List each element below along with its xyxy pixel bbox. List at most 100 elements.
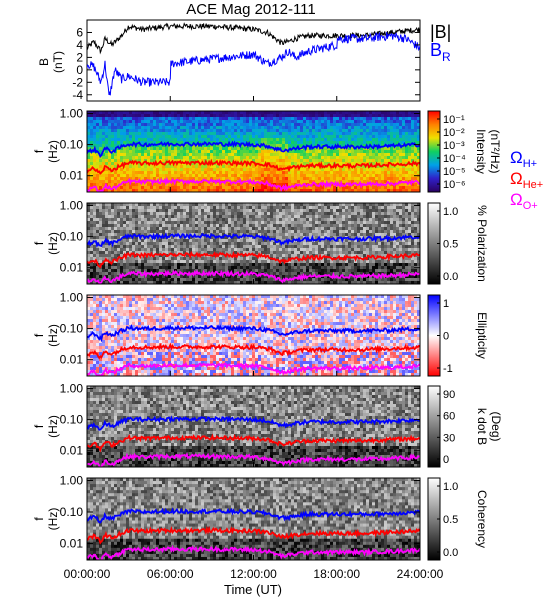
spectrogram-cell [162,209,166,213]
b-series-line-1 [87,31,420,96]
spectrogram-cell [156,218,160,222]
spectrogram-cell [144,138,148,142]
spectrogram-cell [300,132,304,136]
spectrogram-cell [168,260,172,264]
spectrogram-cell [123,117,127,121]
spectrogram-cell [111,141,115,145]
spectrogram-cell [240,171,244,175]
spectrogram-cell [267,189,271,192]
spectrogram-cell [399,132,403,136]
spectrogram-cell [219,224,223,228]
spectrogram-cell [399,186,403,190]
spectrogram-cell [180,209,184,213]
spectrogram-cell [204,218,208,222]
spectrogram-cell [105,117,109,121]
spectrogram-cell [204,224,208,228]
spectrogram-cell [237,147,241,151]
spectrogram-cell [144,183,148,187]
spectrogram-cell [120,180,124,184]
spectrogram-cell [237,123,241,127]
spectrogram-cell [240,120,244,124]
spectrogram-cell [198,141,202,145]
spectrogram-cell [111,236,115,240]
spectrogram-cell [99,209,103,213]
spectrogram-cell [171,227,175,231]
spectrogram-cell [360,123,364,127]
spectrogram-cell [144,177,148,181]
spectrogram-cell [132,218,136,222]
spectrogram-cell [162,126,166,130]
spectrogram-cell [237,278,241,282]
spectrogram-cell [156,215,160,219]
spectrogram-cell [162,186,166,190]
spectrogram-cell [186,189,190,192]
spectrogram-cell [231,248,235,252]
spectrogram-cell [363,141,367,145]
spectrogram-cell [363,111,367,115]
spectrogram-cell [252,111,256,115]
spectrogram-cell [312,114,316,118]
spectrogram-cell [216,123,220,127]
spectrogram-cell [399,120,403,124]
spectrogram-cell [291,227,295,231]
spectrogram-cell [243,257,247,261]
spectrogram-cell [120,239,124,243]
spectrogram-cell [105,159,109,163]
spectrogram-cell [333,174,337,178]
spectrogram-cell [288,254,292,258]
spectrogram-cell [207,129,211,133]
spectrogram-cell [396,156,400,160]
spectrogram-cell [141,159,145,163]
spectrogram-cell [246,111,250,115]
spectrogram-cell [261,242,265,246]
spectrogram-cell [87,117,91,121]
spectrogram-cell [108,239,112,243]
spectrogram-cell [405,168,409,172]
spectrogram-cell [249,278,253,282]
spectrogram-cell [210,242,214,246]
spectrogram-cell [258,266,262,270]
spectrogram-cell [237,138,241,142]
spectrogram-cell [135,168,139,172]
colorbar-label: Intensity [474,129,488,174]
spectrogram-cell [285,206,289,210]
spectrogram-cell [144,114,148,118]
spectrogram-cell [147,123,151,127]
spectrogram-cell [105,126,109,130]
spectrogram-cell [168,281,172,284]
spectrogram-cell [180,218,184,222]
spectrogram-cell [327,144,331,148]
spectrogram-cell [105,141,109,145]
spectrogram-cell [264,177,268,181]
spectrogram-cell [198,117,202,121]
spectrogram-cell [345,132,349,136]
spectrogram-cell [360,138,364,142]
spectrogram-cell [270,186,274,190]
spectrogram-cell [255,212,259,216]
spectrogram-cell [180,257,184,261]
spectrogram-cell [213,129,217,133]
spectrogram-cell [309,120,313,124]
spectrogram-cell [417,123,420,127]
spectrogram-cell [381,171,385,175]
spectrogram-cell [210,147,214,151]
spectrogram-cell [114,215,118,219]
spectrogram-cell [405,165,409,169]
spectrogram-cell [90,257,94,261]
spectrogram-cell [159,150,163,154]
spectrogram-cell [147,206,151,210]
spectrogram-cell [282,212,286,216]
spectrogram-cell [390,168,394,172]
spectrogram-cell [246,165,250,169]
spectrogram-cell [300,209,304,213]
spectrogram-cell [291,245,295,249]
spectrogram-cell [303,114,307,118]
spectrogram-cell [102,165,106,169]
spectrogram-cell [159,132,163,136]
spectrogram-cell [165,135,169,139]
spectrogram-cell [327,147,331,151]
spectrogram-cell [318,141,322,145]
spectrogram-cell [348,120,352,124]
spectrogram-cell [177,245,181,249]
spectrogram-cell [225,269,229,273]
